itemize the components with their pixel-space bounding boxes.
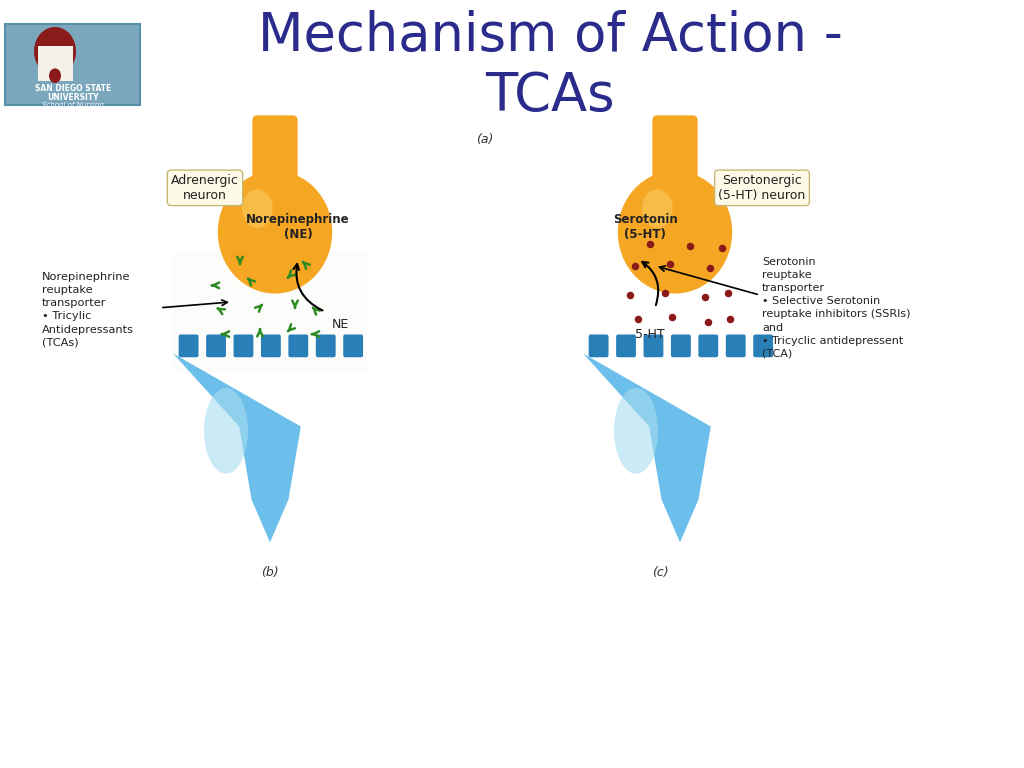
Text: NE: NE — [332, 318, 349, 331]
Text: School of Nursing: School of Nursing — [42, 102, 104, 108]
Ellipse shape — [218, 170, 332, 293]
Ellipse shape — [49, 68, 61, 83]
FancyBboxPatch shape — [178, 335, 199, 357]
FancyBboxPatch shape — [173, 253, 367, 373]
FancyBboxPatch shape — [252, 115, 298, 185]
FancyBboxPatch shape — [671, 335, 691, 357]
Ellipse shape — [642, 189, 673, 228]
FancyBboxPatch shape — [233, 335, 253, 357]
Ellipse shape — [204, 388, 248, 474]
PathPatch shape — [584, 353, 711, 542]
Text: Serotonergic
(5-HT) neuron: Serotonergic (5-HT) neuron — [719, 174, 806, 202]
FancyBboxPatch shape — [652, 115, 697, 185]
Text: SAN DIEGO STATE: SAN DIEGO STATE — [35, 84, 112, 93]
Text: Serotonin
reuptake
transporter
• Selective Serotonin
reuptake inhibitors (SSRIs): Serotonin reuptake transporter • Selecti… — [762, 257, 910, 359]
Text: 5-HT: 5-HT — [635, 328, 665, 340]
FancyBboxPatch shape — [616, 335, 636, 357]
Text: (c): (c) — [651, 567, 669, 580]
FancyBboxPatch shape — [589, 335, 608, 357]
Ellipse shape — [242, 189, 272, 228]
Text: Mechanism of Action -
TCAs: Mechanism of Action - TCAs — [258, 10, 843, 122]
Ellipse shape — [34, 27, 76, 76]
Text: Serotonin
(5-HT): Serotonin (5-HT) — [612, 213, 677, 241]
Text: (a): (a) — [476, 133, 494, 146]
FancyBboxPatch shape — [206, 335, 226, 357]
FancyBboxPatch shape — [643, 335, 664, 357]
FancyBboxPatch shape — [698, 335, 718, 357]
Text: (b): (b) — [261, 567, 279, 580]
FancyBboxPatch shape — [261, 335, 281, 357]
Ellipse shape — [617, 170, 732, 293]
FancyBboxPatch shape — [289, 335, 308, 357]
FancyBboxPatch shape — [726, 335, 745, 357]
PathPatch shape — [173, 353, 301, 542]
FancyBboxPatch shape — [754, 335, 773, 357]
Ellipse shape — [614, 388, 658, 474]
FancyBboxPatch shape — [315, 335, 336, 357]
Text: Adrenergic
neuron: Adrenergic neuron — [171, 174, 239, 202]
Text: UNIVERSITY: UNIVERSITY — [47, 93, 98, 101]
FancyBboxPatch shape — [343, 335, 364, 357]
Text: Norepinephrine
reuptake
transporter
• Tricylic
Antidepressants
(TCAs): Norepinephrine reuptake transporter • Tr… — [42, 272, 134, 348]
FancyBboxPatch shape — [38, 46, 73, 81]
Text: Norepinephrine
(NE): Norepinephrine (NE) — [246, 213, 350, 241]
FancyBboxPatch shape — [5, 24, 140, 105]
